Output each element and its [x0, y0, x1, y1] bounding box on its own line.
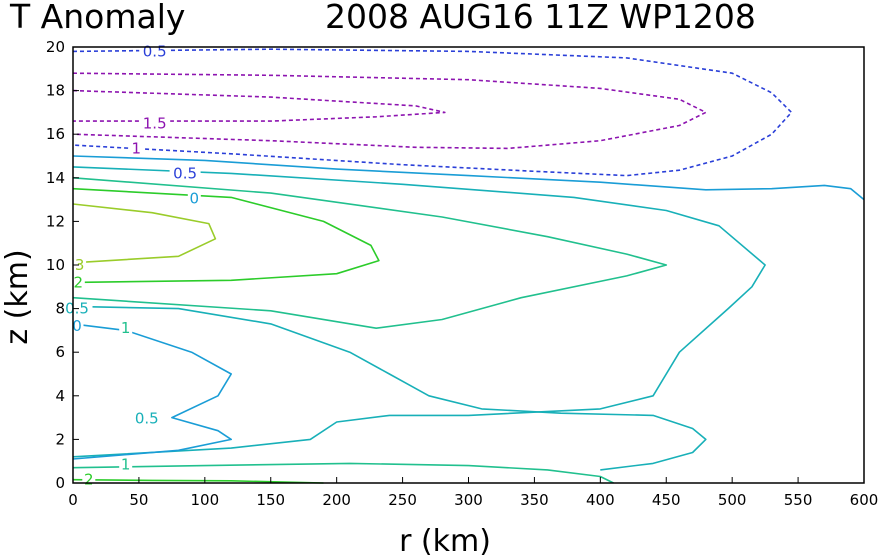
contour-label-9: 1 [121, 319, 131, 337]
contour-line-0-3 [72, 155, 865, 201]
contour-line-0-5 [72, 323, 232, 460]
contour-label-4: 0 [190, 190, 200, 208]
contour-line-2-9 [72, 187, 380, 284]
contour-line-1-1 [72, 72, 707, 150]
contour-label-1: 1.5 [143, 114, 167, 132]
x-tick-label: 500 [718, 491, 747, 509]
contour-label-0: 0.5 [143, 42, 167, 60]
y-tick-label: 6 [55, 343, 65, 361]
chart-title-left: T Anomaly [9, 0, 185, 36]
contour-label-bg [139, 115, 171, 132]
x-tick-label: 600 [850, 491, 879, 509]
y-tick-label: 14 [46, 169, 65, 187]
y-tick-label: 2 [55, 430, 65, 448]
y-tick-label: 8 [55, 300, 65, 318]
y-tick-label: 12 [46, 212, 65, 230]
contour-line-2-10 [72, 478, 324, 484]
contour-label-3: 0.5 [173, 164, 197, 182]
contour-label-bg [73, 257, 87, 273]
contour-label-11: 1 [121, 456, 131, 474]
contour-label-bg [129, 140, 143, 157]
plot-frame [72, 46, 865, 484]
x-tick-label: 300 [454, 491, 483, 509]
y-tick-label: 0 [55, 474, 65, 492]
contour-line-0p5-0 [72, 48, 793, 177]
x-tick-label: 350 [520, 491, 549, 509]
contour-label-bg [169, 165, 201, 182]
y-tick-label: 20 [46, 38, 65, 56]
contour-line-3-11 [72, 203, 217, 264]
x-axis-ticks: 0 50 100 150 200 250 300 350 400 450 500 550 600 [68, 477, 878, 509]
contour-label-bg [187, 190, 201, 207]
x-tick-label: 100 [191, 491, 220, 509]
contour-label-6: 2 [74, 273, 84, 291]
x-tick-label: 0 [68, 491, 78, 509]
y-tick-label: 16 [46, 125, 65, 143]
contour-label-bg [71, 274, 85, 291]
contour-line-1-8 [72, 462, 614, 484]
contour-line-0p5-4 [72, 166, 766, 458]
chart-title-right: 2008 AUG16 11Z WP1208 [325, 0, 756, 36]
y-tick-label: 4 [55, 387, 65, 405]
contour-label-bg [131, 410, 163, 427]
y-axis-label: z (km) [0, 249, 35, 344]
contour-lines [72, 48, 865, 484]
x-tick-label: 150 [256, 491, 285, 509]
y-tick-label: 10 [46, 256, 65, 274]
x-tick-label: 400 [586, 491, 615, 509]
x-tick-label: 50 [129, 491, 148, 509]
x-axis-label: r (km) [399, 524, 491, 558]
contour-label-bg [119, 456, 133, 473]
contour-label-10: 0.5 [135, 410, 159, 428]
contour-line-0p5-6 [72, 305, 707, 471]
x-tick-label: 200 [322, 491, 351, 509]
contour-label-2: 1 [132, 139, 142, 157]
x-tick-label: 550 [784, 491, 813, 509]
contour-line-1p5-2 [72, 89, 446, 122]
x-tick-label: 250 [388, 491, 417, 509]
y-axis-ticks: 0 2 4 6 8 10 12 14 16 18 20 [46, 38, 79, 492]
contour-label-bg [119, 320, 133, 337]
y-tick-label: 18 [46, 82, 65, 100]
contour-label-8: 0 [72, 317, 82, 335]
contour-line-1-7 [72, 177, 668, 330]
contour-label-5: 3 [75, 256, 85, 274]
x-tick-label: 450 [652, 491, 681, 509]
contour-label-12: 2 [84, 471, 94, 489]
